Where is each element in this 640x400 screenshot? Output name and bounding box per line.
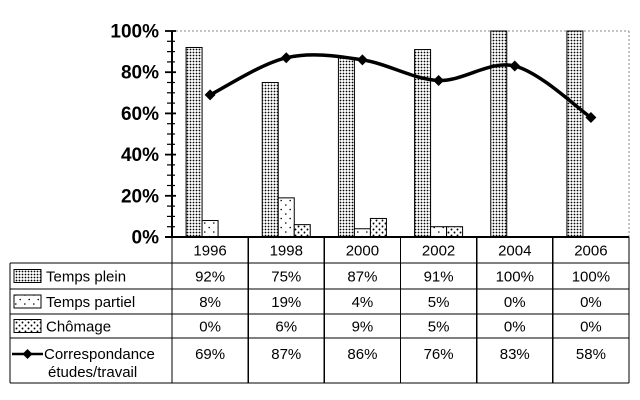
y-axis-label-0: 0% xyxy=(132,228,160,249)
legend-label-temps-plein: Temps plein xyxy=(46,268,126,285)
cell-temps-plein-1998: 75% xyxy=(271,268,301,285)
bar-chomage-1998 xyxy=(293,224,311,238)
bar-temps-partiel-1998 xyxy=(277,197,295,238)
cell-chomage-2002: 5% xyxy=(428,318,450,335)
bar-temps-partiel-2002 xyxy=(430,226,448,238)
y-axis-label-100: 100% xyxy=(110,22,159,43)
marker-diamond-2000 xyxy=(356,54,368,66)
cell-correspondance-1998: 87% xyxy=(271,346,301,363)
year-label-1996: 1996 xyxy=(193,242,226,259)
cell-chomage-1996: 0% xyxy=(199,318,221,335)
y-axis-label-60: 60% xyxy=(121,104,159,125)
marker-diamond-1998 xyxy=(280,52,292,64)
cell-correspondance-1996: 69% xyxy=(195,346,225,363)
year-label-1998: 1998 xyxy=(270,242,303,259)
legend-swatch-sparse-dots xyxy=(13,294,42,309)
legend-label-correspondance: Correspondance xyxy=(44,346,155,363)
bar-chomage-2002 xyxy=(446,226,464,238)
cell-temps-partiel-2002: 5% xyxy=(428,294,450,311)
marker-diamond-2006 xyxy=(585,112,597,124)
cell-temps-partiel-2000: 4% xyxy=(352,294,374,311)
y-axis-label-20: 20% xyxy=(121,186,159,207)
y-axis-label-80: 80% xyxy=(121,63,159,84)
year-label-2004: 2004 xyxy=(498,242,531,259)
bar-temps-plein-2006 xyxy=(566,30,584,238)
cell-temps-partiel-1998: 19% xyxy=(271,294,301,311)
marker-diamond-2002 xyxy=(433,74,445,86)
legend-label-etudes-travail: études/travail xyxy=(48,364,137,381)
line-correspondance-etudes-travail xyxy=(209,53,592,119)
cell-chomage-2006: 0% xyxy=(580,318,602,335)
legend-label-chomage: Chômage xyxy=(46,318,111,335)
cell-correspondance-2002: 76% xyxy=(424,346,454,363)
year-label-2002: 2002 xyxy=(422,242,455,259)
cell-temps-plein-2006: 100% xyxy=(572,268,610,285)
year-label-2006: 2006 xyxy=(574,242,607,259)
bar-temps-plein-1996 xyxy=(185,46,203,238)
cell-chomage-2000: 9% xyxy=(352,318,374,335)
cell-correspondance-2000: 86% xyxy=(347,346,377,363)
cell-temps-plein-2002: 91% xyxy=(424,268,454,285)
cell-temps-plein-2004: 100% xyxy=(496,268,534,285)
cell-temps-partiel-1996: 8% xyxy=(199,294,221,311)
bar-temps-partiel-1996 xyxy=(201,220,219,238)
cell-temps-plein-1996: 92% xyxy=(195,268,225,285)
cell-correspondance-2004: 83% xyxy=(500,346,530,363)
legend-swatch-medium-dots xyxy=(13,319,42,333)
marker-diamond-2004 xyxy=(509,60,521,72)
bar-temps-partiel-2000 xyxy=(353,228,371,238)
cell-temps-plein-2000: 87% xyxy=(347,268,377,285)
cell-chomage-1998: 6% xyxy=(275,318,297,335)
cell-temps-partiel-2006: 0% xyxy=(580,294,602,311)
cell-temps-partiel-2004: 0% xyxy=(504,294,526,311)
legend-line-diamond-marker xyxy=(22,349,33,359)
bar-temps-plein-2000 xyxy=(337,57,355,238)
bar-temps-plein-1998 xyxy=(261,82,279,238)
cell-correspondance-2006: 58% xyxy=(576,346,606,363)
cell-chomage-2004: 0% xyxy=(504,318,526,335)
bar-temps-plein-2004 xyxy=(490,30,508,238)
marker-diamond-1996 xyxy=(204,89,216,101)
bar-chomage-2000 xyxy=(369,217,387,238)
legend-swatch-dense-dots xyxy=(13,269,42,283)
year-label-2000: 2000 xyxy=(346,242,379,259)
legend-label-temps-partiel: Temps partiel xyxy=(46,294,135,311)
y-axis-label-40: 40% xyxy=(121,145,159,166)
